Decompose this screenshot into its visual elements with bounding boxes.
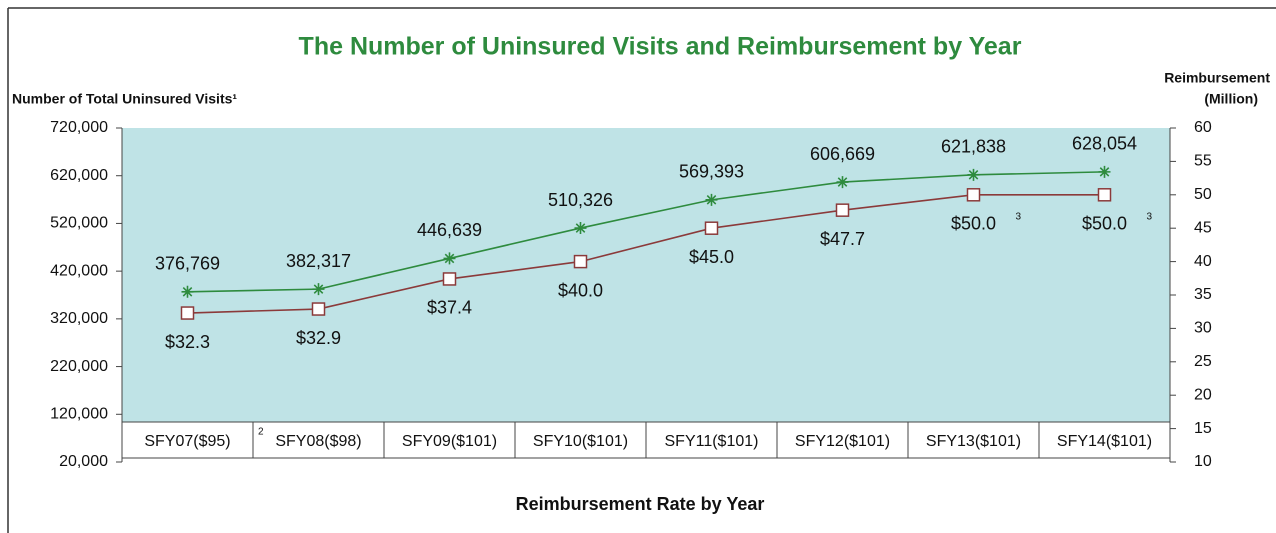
point-marker bbox=[836, 176, 849, 189]
y2-tick-label: 20 bbox=[1194, 386, 1212, 403]
data-label: 510,326 bbox=[548, 190, 613, 210]
chart-title: The Number of Uninsured Visits and Reimb… bbox=[299, 33, 1022, 61]
point-marker bbox=[835, 203, 850, 217]
y-tick-label: 420,000 bbox=[50, 262, 108, 279]
y2-tick-label: 25 bbox=[1194, 353, 1212, 370]
point-marker bbox=[574, 222, 587, 235]
footnote-marker: 3 bbox=[1016, 211, 1022, 222]
point-marker bbox=[966, 188, 981, 202]
point-marker bbox=[312, 283, 325, 296]
y2-tick-label: 50 bbox=[1194, 186, 1212, 203]
footnote-marker: 2 bbox=[258, 427, 264, 438]
data-label: $37.4 bbox=[427, 298, 472, 318]
y2-tick-label: 55 bbox=[1194, 153, 1212, 170]
data-label: $32.9 bbox=[296, 328, 341, 348]
point-marker bbox=[181, 285, 194, 298]
point-marker bbox=[180, 306, 195, 320]
y2-tick-label: 30 bbox=[1194, 320, 1212, 337]
y2-tick-label: 15 bbox=[1194, 420, 1212, 437]
y-tick-label: 220,000 bbox=[50, 358, 108, 375]
data-label: 621,838 bbox=[941, 137, 1006, 157]
x-tick-label: SFY08($98) bbox=[275, 433, 361, 450]
y2-tick-label: 45 bbox=[1194, 219, 1212, 236]
footnote-marker: 3 bbox=[1147, 211, 1153, 222]
point-marker bbox=[705, 193, 718, 206]
y2-tick-label: 60 bbox=[1194, 119, 1212, 136]
x-tick-label: SFY10($101) bbox=[533, 433, 628, 450]
y2-tick-label: 35 bbox=[1194, 286, 1212, 303]
y-tick-label: 720,000 bbox=[50, 119, 108, 136]
data-label: $45.0 bbox=[689, 247, 734, 267]
x-tick-label: SFY13($101) bbox=[926, 433, 1021, 450]
series-line bbox=[187, 194, 1105, 314]
data-label: 382,317 bbox=[286, 251, 351, 271]
data-label: 628,054 bbox=[1072, 134, 1137, 154]
data-label: $40.0 bbox=[558, 280, 603, 300]
series-line bbox=[187, 171, 1105, 293]
point-marker bbox=[573, 254, 588, 269]
y-tick-label: 520,000 bbox=[50, 215, 108, 232]
data-label: 606,669 bbox=[810, 144, 875, 164]
data-label: 376,769 bbox=[155, 254, 220, 274]
point-marker bbox=[967, 168, 980, 181]
data-label: $47.7 bbox=[820, 229, 865, 249]
y2-axis-label: Reimbursement bbox=[1164, 70, 1270, 86]
x-tick-label: SFY11($101) bbox=[665, 433, 759, 450]
point-marker bbox=[1097, 188, 1112, 202]
data-label: $32.3 bbox=[165, 332, 210, 352]
data-label: 569,393 bbox=[679, 162, 744, 182]
plot-area bbox=[122, 128, 1170, 422]
y2-axis-label: (Million) bbox=[1204, 91, 1258, 107]
y-axis-label: Number of Total Uninsured Visits¹ bbox=[12, 91, 237, 107]
data-label: $50.0 bbox=[1082, 214, 1127, 234]
y-tick-label: 620,000 bbox=[50, 167, 108, 184]
x-tick-label: SFY14($101) bbox=[1057, 433, 1152, 450]
point-marker bbox=[443, 252, 456, 265]
data-label: 446,639 bbox=[417, 220, 482, 240]
y-tick-label: 320,000 bbox=[50, 310, 108, 327]
x-tick-label: SFY09($101) bbox=[402, 433, 497, 450]
y2-tick-label: 10 bbox=[1194, 453, 1212, 470]
y-tick-label: 20,000 bbox=[59, 453, 108, 470]
data-label: $50.0 bbox=[951, 214, 996, 234]
y2-tick-label: 40 bbox=[1194, 253, 1212, 270]
point-marker bbox=[704, 221, 719, 235]
point-marker bbox=[1098, 165, 1111, 178]
point-marker bbox=[311, 302, 326, 316]
x-axis-label: Reimbursement Rate by Year bbox=[516, 494, 765, 514]
x-tick-label: SFY12($101) bbox=[795, 433, 890, 450]
y-tick-label: 120,000 bbox=[50, 406, 108, 423]
point-marker bbox=[442, 272, 457, 286]
x-tick-label: SFY07($95) bbox=[144, 433, 230, 450]
